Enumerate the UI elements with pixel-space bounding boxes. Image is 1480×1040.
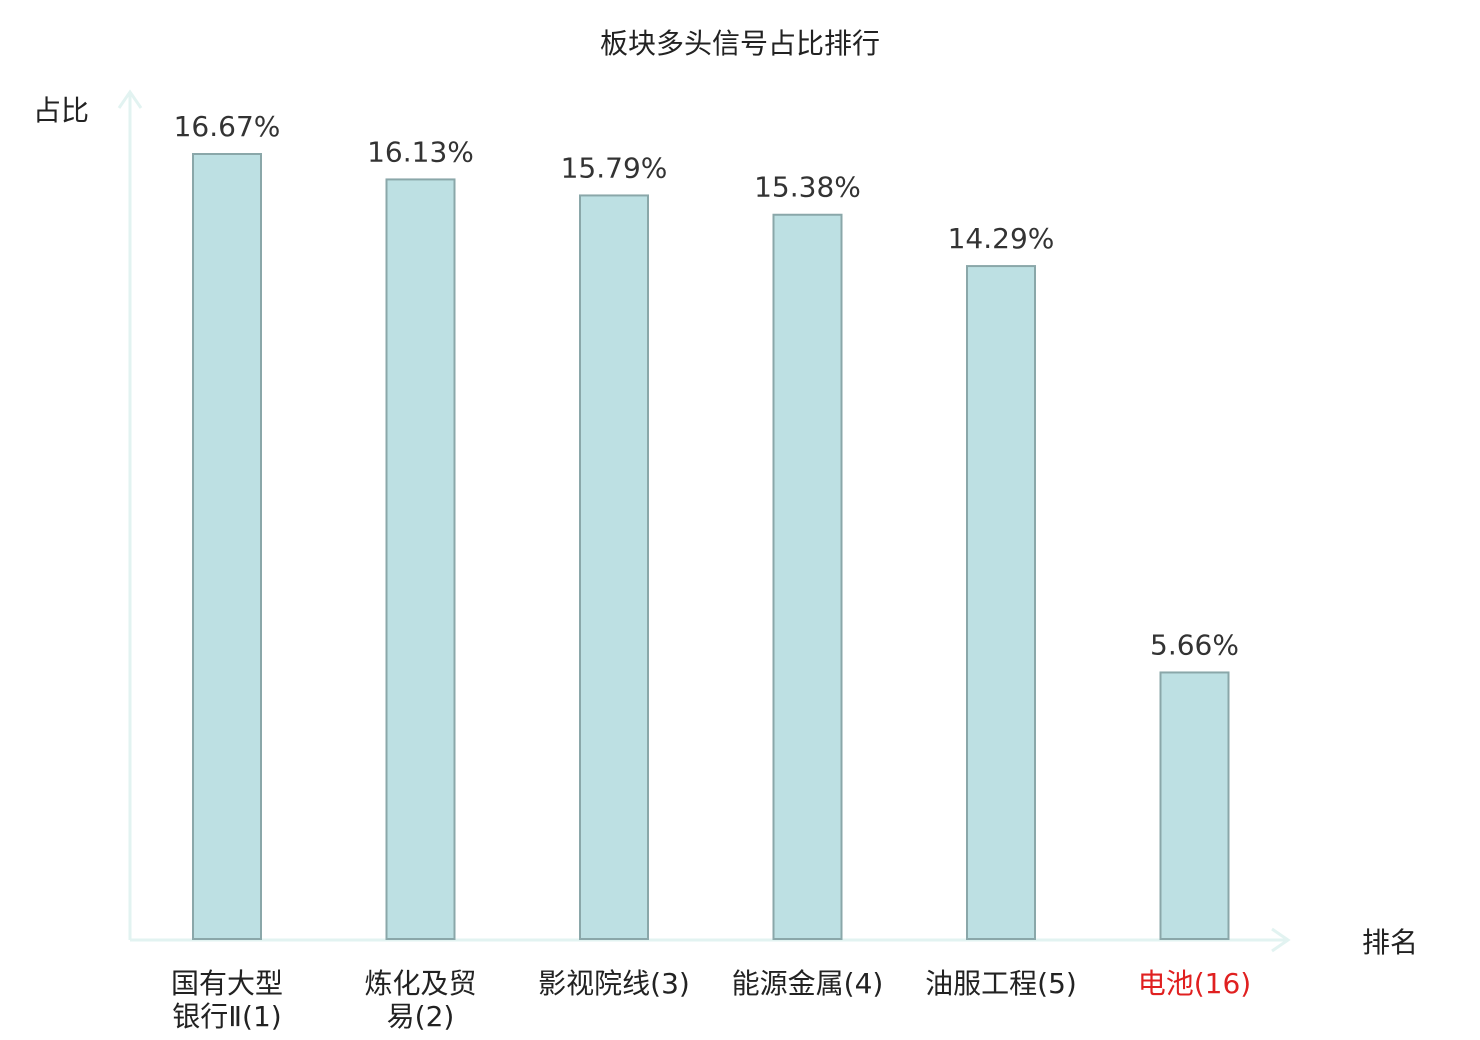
category-label-1-line-2: 银行Ⅱ(1) bbox=[172, 1000, 281, 1033]
bars-group bbox=[192, 153, 1230, 941]
y-axis bbox=[117, 89, 143, 940]
x-axis bbox=[130, 927, 1291, 953]
bar-3 bbox=[579, 194, 649, 941]
y-axis-arrow bbox=[117, 89, 143, 109]
bar-value-label-6: 5.66% bbox=[1150, 628, 1239, 661]
category-label-5: 油服工程(5) bbox=[925, 967, 1077, 1000]
bar-6 bbox=[1159, 671, 1230, 940]
bar-value-label-2: 16.13% bbox=[367, 135, 474, 168]
bar-value-label-4: 15.38% bbox=[754, 171, 861, 204]
bar-2 bbox=[385, 178, 456, 941]
category-label-1-line-1: 国有大型 bbox=[171, 967, 283, 1000]
category-label-2-line-2: 易(2) bbox=[387, 1000, 455, 1033]
bar-1 bbox=[192, 153, 262, 940]
x-axis-title: 排名 bbox=[1362, 926, 1418, 959]
category-label-3: 影视院线(3) bbox=[538, 967, 690, 1000]
x-axis-arrow bbox=[1271, 927, 1291, 953]
chart-title: 板块多头信号占比排行 bbox=[600, 27, 880, 60]
category-label-6: 电池(16) bbox=[1138, 967, 1251, 1000]
y-axis-title: 占比 bbox=[33, 94, 89, 127]
bar-value-label-1: 16.67% bbox=[174, 110, 281, 143]
bar-4 bbox=[772, 213, 843, 941]
bar-value-label-5: 14.29% bbox=[948, 222, 1055, 255]
value-labels-group: 16.67% 16.13% 15.79% 15.38% 14.29% 5.66% bbox=[174, 110, 1239, 661]
category-label-4: 能源金属(4) bbox=[732, 967, 884, 1000]
category-label-2-line-1: 炼化及贸 bbox=[364, 967, 476, 1000]
bar-value-label-3: 15.79% bbox=[561, 151, 668, 184]
bar-5 bbox=[966, 265, 1036, 941]
